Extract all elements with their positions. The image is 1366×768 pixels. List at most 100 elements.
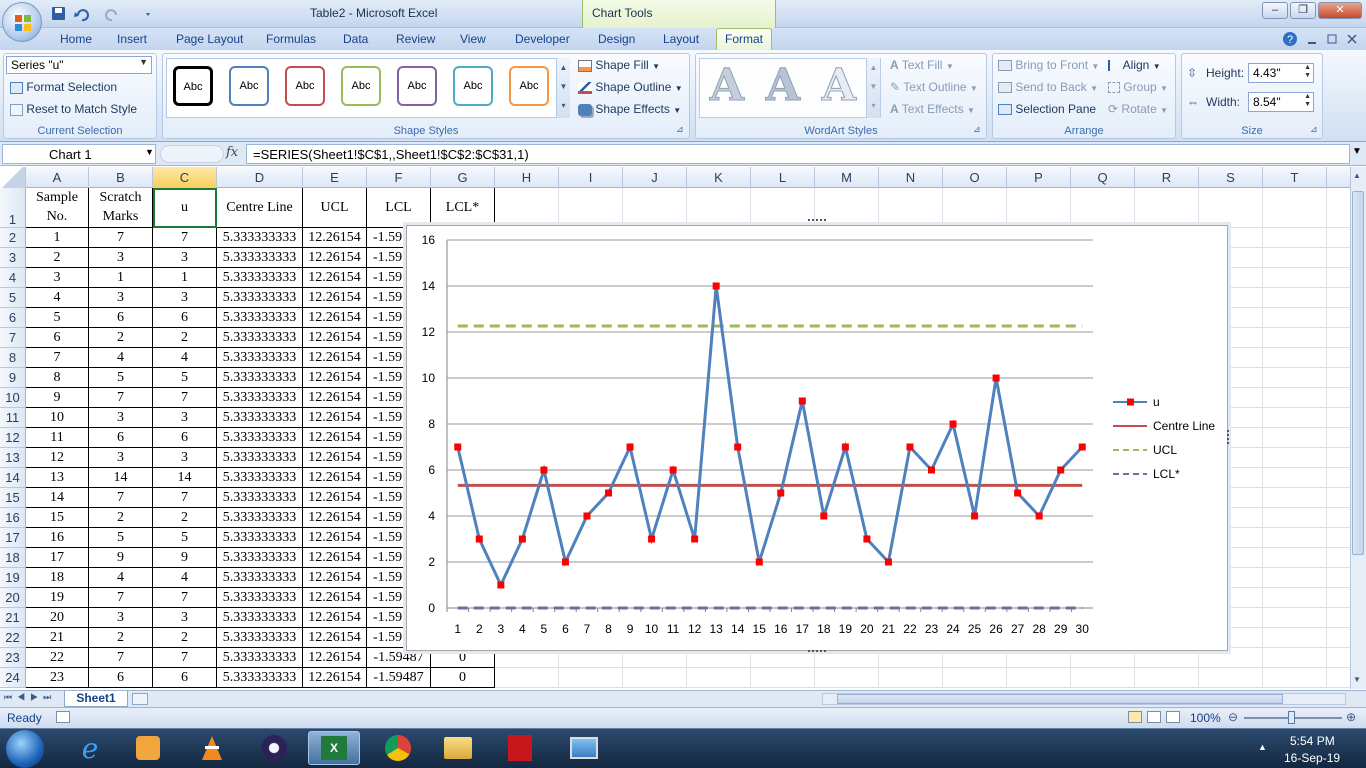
tab-design[interactable]: Design bbox=[598, 32, 636, 46]
chart-object[interactable]: 0 2 4 6 8 10 12 14 16 1 2 3 4 5 6 7 8 9 10 11 12 13 14 15 16 17 18… bbox=[406, 225, 1228, 651]
table-cell[interactable]: 3 bbox=[89, 608, 153, 628]
table-cell[interactable]: 12.26154 bbox=[303, 228, 367, 248]
office-button[interactable] bbox=[2, 2, 42, 42]
data-point-u[interactable] bbox=[820, 512, 828, 520]
column-header-r[interactable]: R bbox=[1135, 167, 1199, 188]
data-point-u[interactable] bbox=[798, 397, 806, 405]
data-point-u[interactable] bbox=[734, 443, 742, 451]
shape-style-thumb-1[interactable]: Abc bbox=[173, 66, 213, 106]
data-point-u[interactable] bbox=[841, 443, 849, 451]
table-cell[interactable]: 12.26154 bbox=[303, 248, 367, 268]
row-header-20[interactable]: 20 bbox=[0, 588, 26, 608]
vertical-scrollbar[interactable]: ▲ ▼ bbox=[1350, 167, 1366, 689]
shape-style-thumb-3[interactable]: Abc bbox=[285, 66, 325, 106]
header-cell[interactable]: LCL* bbox=[431, 188, 495, 228]
table-cell[interactable]: 5.333333333 bbox=[217, 228, 303, 248]
header-cell[interactable]: LCL bbox=[367, 188, 431, 228]
row-header-17[interactable]: 17 bbox=[0, 528, 26, 548]
row-header-4[interactable]: 4 bbox=[0, 268, 26, 288]
tab-layout[interactable]: Layout bbox=[663, 32, 700, 46]
table-cell[interactable]: 1 bbox=[89, 268, 153, 288]
table-cell[interactable]: 8 bbox=[26, 368, 89, 388]
column-header-a[interactable]: A bbox=[26, 167, 89, 188]
table-cell[interactable]: 9 bbox=[26, 388, 89, 408]
table-cell[interactable]: 3 bbox=[153, 248, 217, 268]
shape-style-thumb-7[interactable]: Abc bbox=[509, 66, 549, 106]
select-all-button[interactable] bbox=[0, 167, 26, 188]
table-cell[interactable]: 4 bbox=[26, 288, 89, 308]
table-cell[interactable]: 7 bbox=[153, 228, 217, 248]
data-point-u[interactable] bbox=[540, 466, 548, 474]
height-input[interactable]: 4.43" ▲ ▼ bbox=[1248, 63, 1314, 83]
table-cell[interactable]: 11 bbox=[26, 428, 89, 448]
data-point-u[interactable] bbox=[518, 535, 526, 543]
horizontal-scrollbar[interactable] bbox=[822, 693, 1346, 705]
table-cell[interactable]: 7 bbox=[89, 388, 153, 408]
data-point-u[interactable] bbox=[605, 489, 612, 497]
zoom-out-icon[interactable]: ⊖ bbox=[1228, 710, 1239, 724]
column-header-p[interactable]: P bbox=[1007, 167, 1071, 188]
data-point-u[interactable] bbox=[712, 282, 720, 290]
zoom-level[interactable]: 100% bbox=[1190, 711, 1221, 725]
table-cell[interactable]: 7 bbox=[26, 348, 89, 368]
table-cell[interactable]: 23 bbox=[26, 668, 89, 688]
table-cell[interactable]: 2 bbox=[153, 508, 217, 528]
column-header-j[interactable]: J bbox=[623, 167, 687, 188]
table-cell[interactable]: 9 bbox=[153, 548, 217, 568]
data-point-u[interactable] bbox=[906, 443, 914, 451]
header-cell[interactable]: Sample No. bbox=[26, 188, 89, 228]
tab-view[interactable]: View bbox=[460, 32, 486, 46]
text-effects-button[interactable]: A Text Effects ▼ bbox=[890, 102, 975, 116]
tab-page-layout[interactable]: Page Layout bbox=[176, 32, 244, 46]
table-cell[interactable]: 5 bbox=[26, 308, 89, 328]
table-cell[interactable]: 3 bbox=[89, 248, 153, 268]
table-cell[interactable]: 5.333333333 bbox=[217, 348, 303, 368]
table-cell[interactable]: 6 bbox=[89, 668, 153, 688]
table-cell[interactable]: 3 bbox=[153, 408, 217, 428]
taskbar-eclipse[interactable] bbox=[248, 731, 300, 765]
table-cell[interactable]: 14 bbox=[153, 468, 217, 488]
restore-button[interactable]: ❐ bbox=[1290, 2, 1316, 19]
table-cell[interactable]: 2 bbox=[89, 328, 153, 348]
table-cell[interactable]: 5.333333333 bbox=[217, 608, 303, 628]
chart-resize-handle[interactable] bbox=[1227, 430, 1230, 444]
data-point-u[interactable] bbox=[648, 535, 656, 543]
table-cell[interactable]: 12.26154 bbox=[303, 368, 367, 388]
column-header-c[interactable]: C bbox=[153, 167, 217, 188]
table-cell[interactable]: 5.333333333 bbox=[217, 248, 303, 268]
taskbar-acrobat[interactable] bbox=[494, 731, 546, 765]
data-point-u[interactable] bbox=[1057, 466, 1065, 474]
gallery-scroll[interactable]: ▲ ▼ ▾ bbox=[556, 58, 570, 118]
table-cell[interactable]: 5.333333333 bbox=[217, 428, 303, 448]
table-cell[interactable]: 6 bbox=[153, 308, 217, 328]
taskbar-excel[interactable]: X bbox=[308, 731, 360, 765]
table-cell[interactable]: 12.26154 bbox=[303, 508, 367, 528]
table-cell[interactable]: 6 bbox=[153, 428, 217, 448]
minimize-button[interactable]: – bbox=[1262, 2, 1288, 19]
row-header-14[interactable]: 14 bbox=[0, 468, 26, 488]
data-point-u[interactable] bbox=[949, 420, 957, 428]
table-cell[interactable]: 5.333333333 bbox=[217, 368, 303, 388]
clock-date[interactable]: 16-Sep-19 bbox=[1284, 751, 1341, 765]
row-header-15[interactable]: 15 bbox=[0, 488, 26, 508]
column-header-e[interactable]: E bbox=[303, 167, 367, 188]
insert-function-button[interactable]: fx bbox=[226, 145, 239, 160]
page-layout-view-icon[interactable] bbox=[1147, 711, 1161, 723]
data-point-u[interactable] bbox=[691, 535, 699, 543]
table-cell[interactable]: 5.333333333 bbox=[217, 328, 303, 348]
column-header-g[interactable]: G bbox=[431, 167, 495, 188]
table-cell[interactable]: 12.26154 bbox=[303, 648, 367, 668]
column-header-n[interactable]: N bbox=[879, 167, 943, 188]
table-cell[interactable]: 12.26154 bbox=[303, 588, 367, 608]
data-point-u[interactable] bbox=[626, 443, 634, 451]
data-point-u[interactable] bbox=[755, 558, 763, 566]
dialog-launcher-icon[interactable]: ⊿ bbox=[1310, 124, 1318, 134]
column-header-i[interactable]: I bbox=[559, 167, 623, 188]
table-cell[interactable]: 5.333333333 bbox=[217, 388, 303, 408]
expand-formula-icon[interactable]: ▼ bbox=[1352, 146, 1362, 157]
row-header-2[interactable]: 2 bbox=[0, 228, 26, 248]
shape-fill-button[interactable]: Shape Fill ▼ bbox=[578, 58, 660, 72]
row-header-9[interactable]: 9 bbox=[0, 368, 26, 388]
table-cell[interactable]: 5.333333333 bbox=[217, 448, 303, 468]
